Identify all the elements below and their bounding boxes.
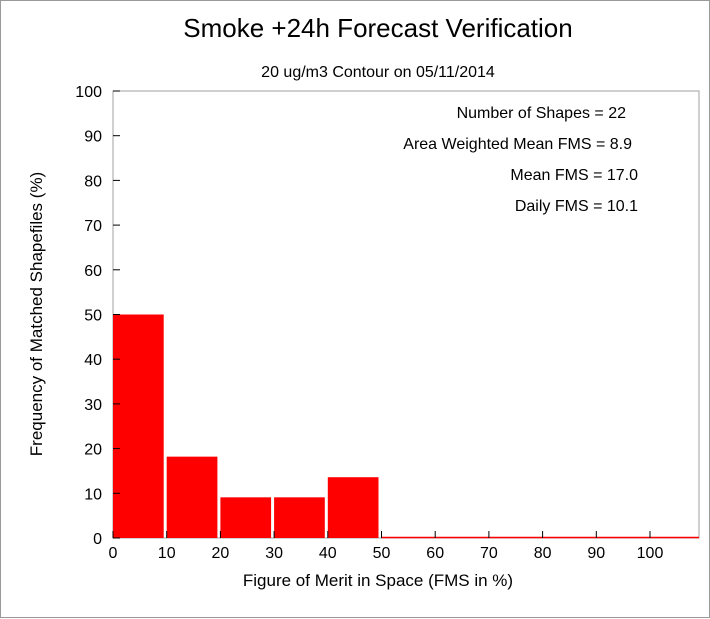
stat-line-4: Daily FMS = 10.1 — [515, 198, 638, 215]
x-tick-label-30: 30 — [265, 545, 283, 562]
stat-line-1: Number of Shapes = 22 — [457, 105, 627, 122]
x-tick-label-60: 60 — [426, 545, 444, 562]
histogram-bar-40-50 — [327, 477, 379, 538]
chart-title: Smoke +24h Forecast Verification — [183, 13, 572, 43]
chart-subtitle: 20 ug/m3 Contour on 05/11/2014 — [261, 64, 495, 81]
histogram-bar-20-30 — [220, 497, 272, 538]
y-tick-label-80: 80 — [84, 173, 102, 190]
x-tick-label-80: 80 — [534, 545, 552, 562]
y-tick-label-50: 50 — [84, 308, 102, 325]
x-tick-label-90: 90 — [587, 545, 605, 562]
x-tick-label-20: 20 — [212, 545, 230, 562]
x-tick-label-10: 10 — [158, 545, 176, 562]
y-axis-title: Frequency of Matched Shapefiles (%) — [27, 172, 46, 456]
statistics-annotation: Number of Shapes = 22 Area Weighted Mean … — [403, 105, 638, 215]
x-axis-ticks: 0 10 20 30 40 50 60 70 80 90 100 — [109, 531, 664, 562]
y-tick-label-60: 60 — [84, 263, 102, 280]
histogram-bar-10-20 — [166, 456, 218, 538]
y-tick-label-100: 100 — [75, 84, 102, 101]
y-tick-label-70: 70 — [84, 218, 102, 235]
histogram-bar-30-40 — [274, 497, 325, 538]
histogram-bars — [113, 314, 699, 539]
histogram-bar-0-10 — [113, 314, 164, 538]
x-axis-title: Figure of Merit in Space (FMS in %) — [243, 571, 513, 590]
y-tick-label-90: 90 — [84, 129, 102, 146]
x-tick-label-100: 100 — [637, 545, 664, 562]
x-tick-label-40: 40 — [319, 545, 337, 562]
y-tick-label-30: 30 — [84, 397, 102, 414]
y-tick-label-10: 10 — [84, 486, 102, 503]
x-tick-label-0: 0 — [109, 545, 118, 562]
y-tick-label-0: 0 — [93, 531, 102, 548]
stat-line-2: Area Weighted Mean FMS = 8.9 — [403, 136, 632, 153]
x-tick-label-50: 50 — [373, 545, 391, 562]
stat-line-3: Mean FMS = 17.0 — [510, 167, 638, 184]
y-tick-label-40: 40 — [84, 352, 102, 369]
x-tick-label-70: 70 — [480, 545, 498, 562]
y-tick-label-20: 20 — [84, 442, 102, 459]
y-axis-ticks: 0 10 20 30 40 50 60 70 80 90 100 — [75, 84, 120, 548]
